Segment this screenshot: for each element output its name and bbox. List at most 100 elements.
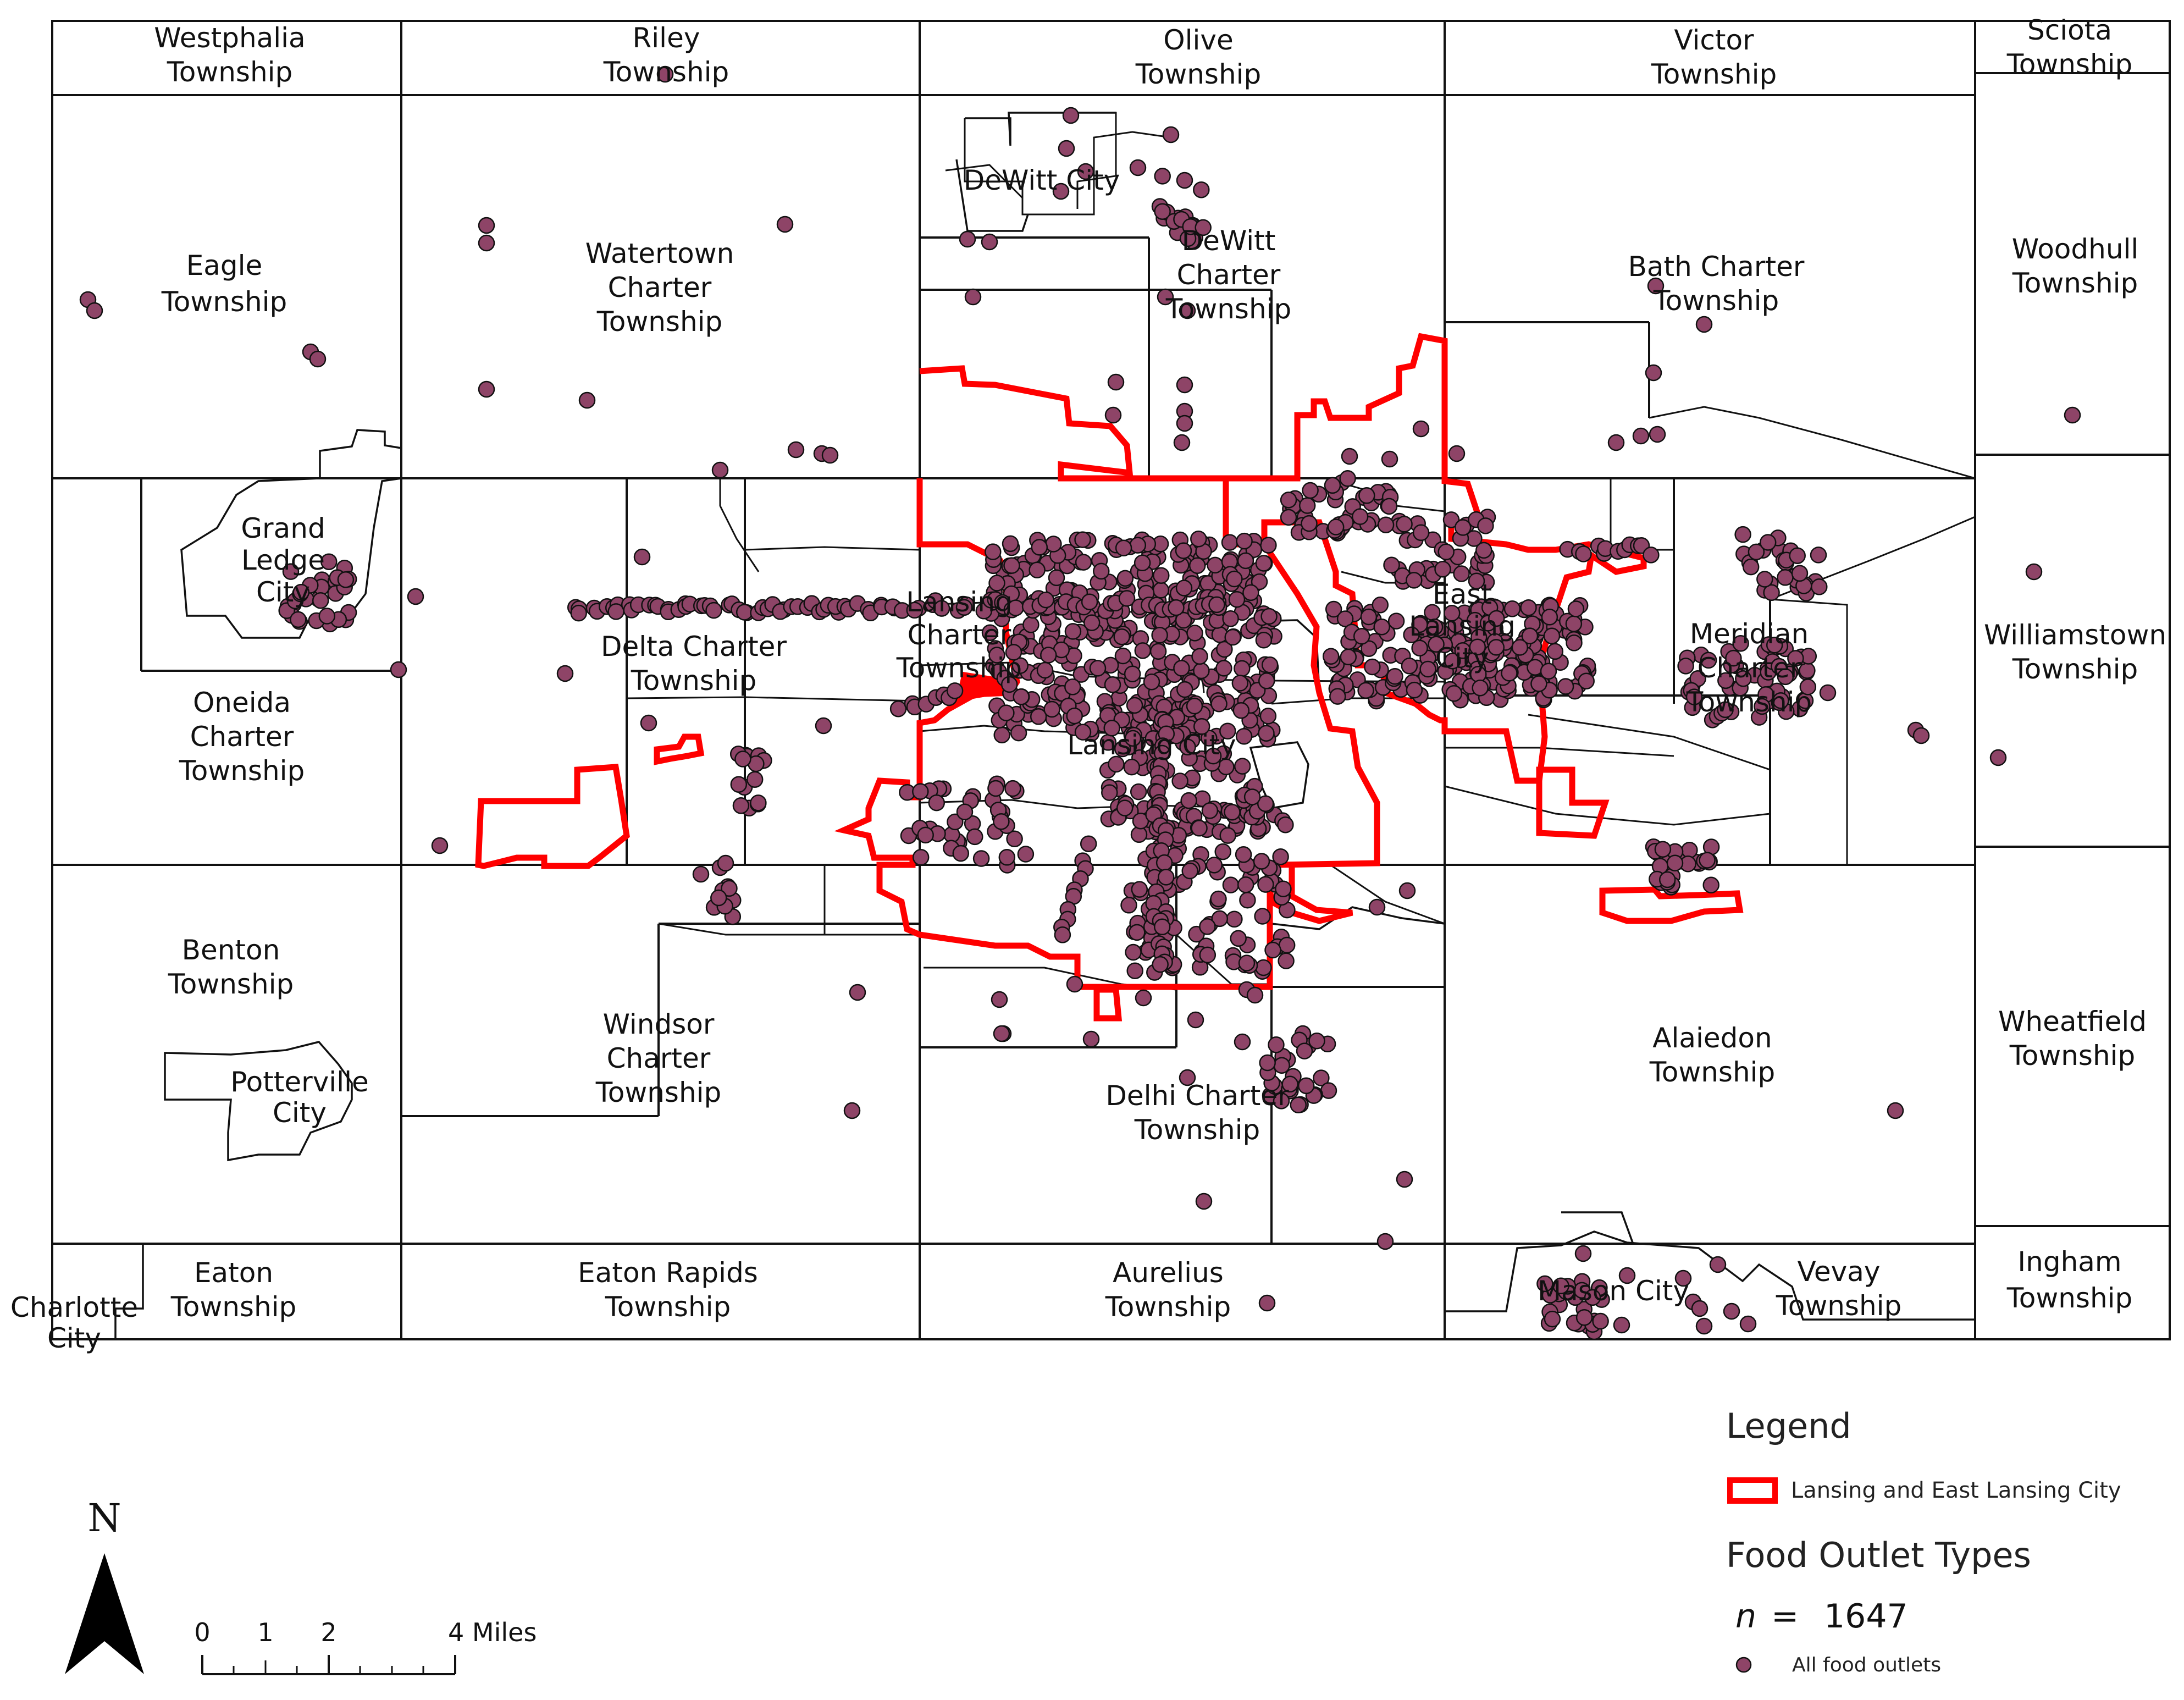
label-lansing-city: Lansing City	[1067, 729, 1236, 761]
food-outlet-point	[1383, 556, 1400, 574]
food-outlet-point	[1222, 610, 1239, 627]
food-outlet-point	[717, 854, 734, 872]
food-outlet-point	[946, 682, 964, 699]
food-outlet-point	[1273, 1057, 1290, 1074]
food-outlet-point	[1567, 600, 1585, 617]
food-outlet-point	[1236, 532, 1253, 550]
food-outlet-point	[1437, 543, 1455, 561]
label-dewitt-city: DeWitt City	[964, 164, 1120, 196]
food-outlet-point	[1325, 600, 1342, 618]
food-outlet-point	[1089, 660, 1107, 677]
food-outlet-point	[1520, 599, 1537, 616]
food-outlet-point	[1126, 697, 1143, 714]
legend-title: Legend	[1726, 1406, 1851, 1446]
food-outlet-point	[1340, 648, 1357, 666]
food-outlet-point	[1211, 910, 1229, 928]
food-outlet-point	[1543, 627, 1561, 644]
food-outlet-point	[1000, 676, 1018, 693]
food-outlet-point	[1275, 880, 1292, 897]
food-outlet-point	[1002, 535, 1019, 553]
food-outlet-point	[1709, 1256, 1727, 1273]
label-delta: Delta Charter Township	[601, 631, 787, 697]
food-outlet-point	[1700, 652, 1717, 669]
food-outlet-point	[1193, 181, 1210, 198]
food-outlet-point	[1748, 543, 1765, 561]
food-outlet-point	[721, 880, 738, 897]
food-outlet-point	[1175, 579, 1193, 597]
food-outlet-point	[1445, 685, 1463, 702]
food-outlet-point	[1017, 846, 1035, 863]
food-outlet-point	[1272, 848, 1289, 865]
food-outlet-point	[1181, 862, 1198, 880]
food-outlet-point	[1129, 159, 1147, 176]
food-outlet-point	[815, 717, 832, 735]
legend-boundary-label: Lansing and East Lansing City	[1791, 1478, 2121, 1503]
food-outlet-point	[1036, 661, 1054, 679]
food-outlet-point	[1191, 820, 1208, 837]
food-outlet-point	[1255, 555, 1273, 572]
food-outlet-point	[1277, 816, 1294, 834]
food-outlet-point	[1239, 891, 1256, 909]
food-outlet-point	[1488, 610, 1505, 627]
food-outlet-point	[1280, 492, 1297, 509]
legend-outlet-title: Food Outlet Types	[1726, 1535, 2031, 1575]
food-outlet-point	[2064, 406, 2081, 424]
food-outlet-point	[478, 234, 495, 252]
food-outlet-point	[1052, 183, 1070, 200]
label-dewitt-charter: DeWitt Charter Township	[1165, 225, 1292, 325]
food-outlet-point	[1075, 554, 1092, 571]
legend-n-equals: =	[1771, 1597, 1799, 1636]
food-outlet-point	[1219, 722, 1236, 739]
food-outlet-point	[1107, 373, 1125, 391]
food-outlet-point	[1666, 854, 1684, 871]
food-outlet-point	[1406, 572, 1423, 589]
label-wheatfield: Wheatfield Township	[1998, 1006, 2147, 1072]
food-outlet-point	[1114, 740, 1131, 758]
food-outlet-point	[1772, 692, 1789, 709]
food-outlet-point	[337, 571, 355, 588]
food-outlet-point	[1819, 684, 1837, 702]
food-outlet-point	[1419, 660, 1436, 678]
food-outlet-point	[710, 889, 727, 907]
food-outlet-point	[1206, 857, 1223, 874]
food-outlet-point	[1125, 943, 1142, 961]
food-outlet-point	[998, 704, 1015, 721]
food-outlet-point	[1187, 1011, 1204, 1029]
food-outlet-point	[1190, 530, 1207, 548]
food-outlet-point	[1360, 640, 1378, 657]
food-outlet-point	[928, 794, 946, 812]
food-outlet-point	[1658, 871, 1676, 888]
food-outlet-point	[906, 601, 924, 619]
food-outlet-point	[1336, 610, 1354, 627]
food-outlet-point	[746, 771, 764, 788]
food-outlet-point	[1219, 827, 1236, 844]
label-williamstown: Williamstown Township	[1984, 619, 2166, 685]
food-outlet-point	[1186, 625, 1203, 642]
food-outlet-point	[964, 288, 982, 306]
label-benton: Benton Township	[168, 934, 294, 1000]
food-outlet-point	[282, 563, 300, 580]
food-outlet-point	[1364, 658, 1381, 676]
label-delhi: Delhi Charter Township	[1105, 1080, 1289, 1146]
food-outlet-point	[1302, 482, 1319, 499]
food-outlet-point	[1739, 1315, 1757, 1333]
food-outlet-point	[1176, 172, 1193, 189]
food-outlet-point	[1353, 627, 1370, 645]
food-outlet-point	[1173, 660, 1190, 677]
label-east-lansing: East Lansing City	[1409, 578, 1516, 674]
food-outlet-point	[1799, 678, 1817, 696]
food-outlet-point	[1224, 803, 1241, 821]
food-outlet-point	[1005, 644, 1022, 661]
food-outlet-point	[1403, 626, 1420, 643]
food-outlet-point	[1725, 649, 1742, 667]
food-outlet-point	[1742, 558, 1760, 576]
food-outlet-point	[1734, 526, 1751, 543]
food-outlet-point	[1186, 697, 1203, 715]
food-outlet-point	[1377, 516, 1395, 533]
label-mason-city: Mason City	[1538, 1275, 1689, 1307]
food-outlet-point	[787, 441, 805, 459]
food-outlet-point	[1717, 672, 1734, 689]
food-outlet-point	[959, 230, 976, 248]
food-outlet-point	[1777, 569, 1794, 586]
